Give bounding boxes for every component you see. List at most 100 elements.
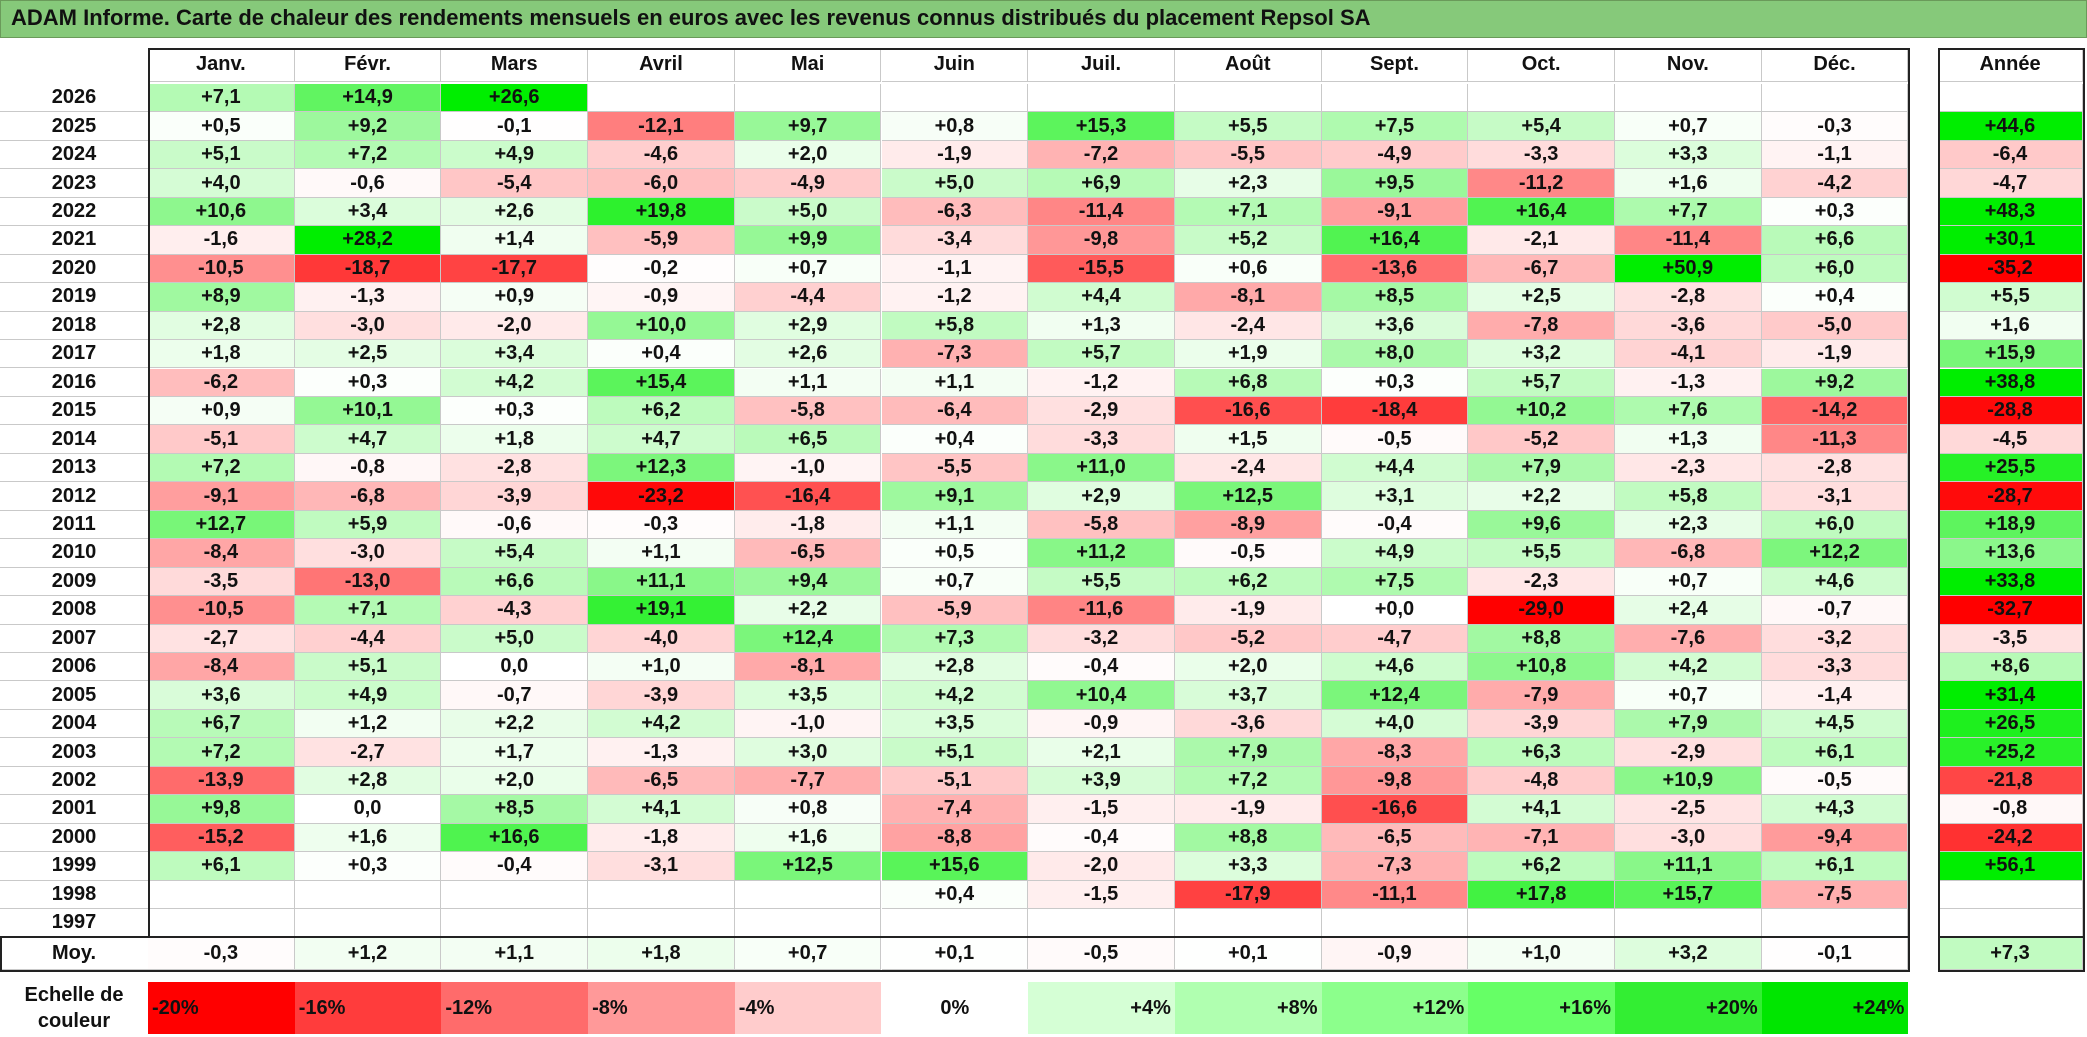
heatmap-cell: -14,2 (1761, 396, 1909, 426)
heatmap-cell: -29,0 (1468, 596, 1615, 625)
heatmap-cell (734, 880, 882, 910)
heatmap-cell: +4,2 (1615, 653, 1762, 682)
heatmap-cell: -2,4 (1174, 311, 1322, 341)
color-scale-step: +20% (1615, 982, 1762, 1034)
average-cell: +1,0 (1468, 938, 1615, 970)
annual-cell: -35,2 (1938, 254, 2083, 284)
heatmap-cell: -0,3 (1761, 112, 1909, 141)
heatmap-cell: +5,0 (881, 169, 1029, 198)
row-year-label: 2002 (0, 766, 148, 796)
heatmap-cell: +1,6 (294, 823, 442, 853)
heatmap-cell: +4,6 (1761, 567, 1909, 597)
column-header: Sept. (1321, 48, 1469, 82)
heatmap-cell (881, 909, 1029, 938)
heatmap-cell: -8,8 (881, 823, 1029, 853)
heatmap-cell: +7,6 (1615, 396, 1762, 426)
heatmap-cell (588, 880, 735, 910)
color-scale-step: -8% (588, 982, 735, 1034)
heatmap-cell: -0,4 (441, 852, 589, 881)
heatmap-cell: +3,9 (1028, 766, 1175, 796)
heatmap-cell: +5,5 (1174, 112, 1322, 141)
heatmap-cell: -16,4 (734, 482, 882, 511)
heatmap-cell: -1,5 (1028, 795, 1175, 824)
heatmap-cell: -5,1 (148, 425, 295, 454)
heatmap-cell: -1,0 (734, 709, 882, 739)
heatmap-cell: -1,3 (294, 283, 442, 312)
heatmap-cell (148, 909, 295, 938)
heatmap-cell: -7,8 (1468, 311, 1615, 341)
heatmap-cell: +6,9 (1028, 169, 1175, 198)
heatmap-cell: +6,2 (1468, 852, 1615, 881)
heatmap-cell: +1,7 (441, 738, 589, 767)
heatmap-cell: -10,5 (148, 596, 295, 625)
heatmap-cell: +1,3 (1615, 425, 1762, 454)
row-year-label: 2023 (0, 169, 148, 198)
heatmap-cell: +9,2 (294, 112, 442, 141)
heatmap-cell: +2,8 (148, 311, 295, 341)
heatmap-cell: +5,7 (1468, 368, 1615, 397)
color-scale-label-line1: Echelle de (24, 984, 124, 1006)
annual-cell: +15,9 (1938, 340, 2083, 369)
heatmap-cell: +15,6 (881, 852, 1029, 881)
heatmap-cell: +7,1 (1174, 197, 1322, 227)
annual-cell: -4,5 (1938, 425, 2083, 454)
row-year-label: 2016 (0, 368, 148, 397)
heatmap-cell: -1,9 (1174, 795, 1322, 824)
heatmap-cell: -3,9 (1468, 709, 1615, 739)
column-header: Janv. (148, 48, 295, 82)
heatmap-cell: -4,2 (1761, 169, 1909, 198)
heatmap-cell: -5,5 (1174, 140, 1322, 170)
heatmap-cell: -13,9 (148, 766, 295, 796)
heatmap-cell: +6,1 (1761, 738, 1909, 767)
heatmap-cell: -4,0 (588, 624, 735, 653)
average-cell: +1,2 (294, 938, 442, 970)
row-year-label: 2025 (0, 112, 148, 141)
heatmap-cell: -6,5 (734, 539, 882, 568)
average-cell: +1,8 (588, 938, 735, 970)
heatmap-cell: +4,5 (1761, 709, 1909, 739)
heatmap-cell: +3,5 (734, 681, 882, 710)
heatmap-cell: +2,2 (441, 709, 589, 739)
heatmap-cell: +12,4 (1321, 681, 1469, 710)
heatmap-cell: +1,1 (881, 368, 1029, 397)
heatmap-cell: +11,2 (1028, 539, 1175, 568)
heatmap-cell: +10,9 (1615, 766, 1762, 796)
heatmap-cell: -3,3 (1028, 425, 1175, 454)
heatmap-cell: +0,7 (1615, 112, 1762, 141)
heatmap-cell: 0,0 (441, 653, 589, 682)
heatmap-cell: +8,8 (1468, 624, 1615, 653)
heatmap-cell: +15,7 (1615, 880, 1762, 910)
heatmap-cell: -3,2 (1028, 624, 1175, 653)
heatmap-cell: +3,3 (1174, 852, 1322, 881)
heatmap-cell: -11,1 (1321, 880, 1469, 910)
heatmap-cell: -5,4 (441, 169, 589, 198)
annual-cell: -6,4 (1938, 140, 2083, 170)
heatmap-cell: 0,0 (294, 795, 442, 824)
heatmap-cell: +0,4 (588, 340, 735, 369)
heatmap-cell: +0,0 (1321, 596, 1469, 625)
heatmap-cell: +0,7 (1615, 567, 1762, 597)
heatmap-cell: +16,4 (1321, 226, 1469, 255)
heatmap-cell: -0,6 (441, 510, 589, 540)
heatmap-cell: +12,5 (1174, 482, 1322, 511)
heatmap-cell: -0,3 (588, 510, 735, 540)
row-year-label: 2018 (0, 311, 148, 341)
heatmap-cell: -6,8 (1615, 539, 1762, 568)
heatmap-cell: +4,9 (441, 140, 589, 170)
heatmap-cell: +3,3 (1615, 140, 1762, 170)
heatmap-cell: -1,9 (1761, 340, 1909, 369)
heatmap-cell: -18,7 (294, 254, 442, 284)
heatmap-cell: +5,4 (1468, 112, 1615, 141)
heatmap-cell: -7,7 (734, 766, 882, 796)
heatmap-cell: -9,8 (1321, 766, 1469, 796)
heatmap-cell: +4,7 (294, 425, 442, 454)
row-year-label: 2019 (0, 283, 148, 312)
heatmap-cell: +15,3 (1028, 112, 1175, 141)
heatmap-cell: +0,7 (881, 567, 1029, 597)
color-scale-step: -16% (294, 982, 442, 1034)
annual-cell: -32,7 (1938, 596, 2083, 625)
heatmap-cell: +5,5 (1468, 539, 1615, 568)
column-header: Mars (441, 48, 589, 82)
heatmap-cell: +4,9 (1321, 539, 1469, 568)
row-year-label: 2004 (0, 709, 148, 739)
